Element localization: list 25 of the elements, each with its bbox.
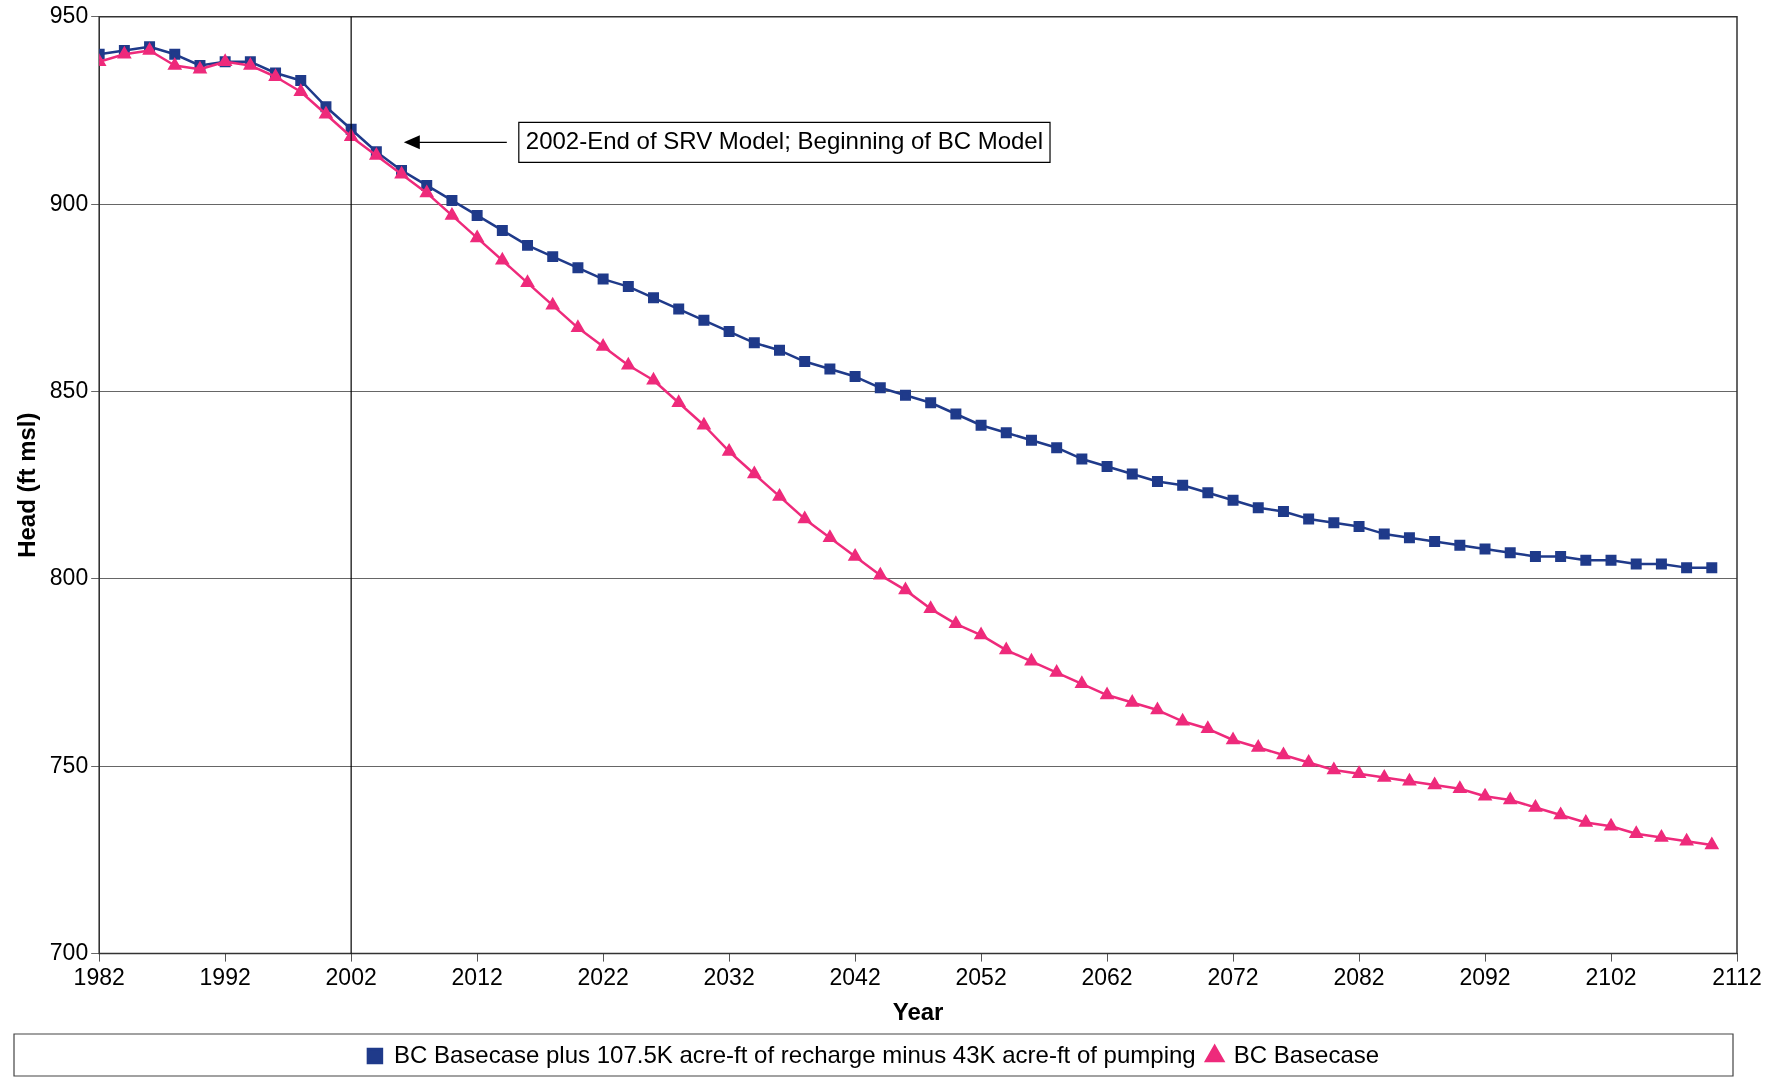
x-tick-label: 2062 [1081, 963, 1133, 990]
x-tick-label: 2092 [1459, 963, 1511, 990]
x-tick-label: 2052 [955, 963, 1007, 990]
x-tick-label: 2012 [451, 963, 503, 990]
x-tick-label: 2112 [1712, 963, 1762, 990]
y-tick-label: 900 [49, 189, 89, 216]
y-tick-label: 850 [49, 376, 89, 403]
y-tick-label: 800 [49, 564, 89, 591]
y-tick-label: 700 [49, 938, 89, 965]
x-tick-label: 2072 [1207, 963, 1259, 990]
legend-label: BC Basecase plus 107.5K acre-ft of recharge minus 43K acre-ft of pumping [393, 1040, 1196, 1068]
x-tick-label: 2002 [325, 963, 377, 990]
legend-label: BC Basecase [1233, 1040, 1380, 1068]
x-tick-label: 2042 [829, 963, 881, 990]
x-tick-label: 2022 [577, 963, 629, 990]
x-tick-label: 2032 [703, 963, 755, 990]
x-tick-label: 2102 [1585, 963, 1637, 990]
y-tick-label: 750 [49, 751, 89, 778]
x-axis-title: Year [892, 998, 944, 1026]
y-axis-title: Head (ft msl) [13, 412, 41, 558]
x-tick-label: 1992 [199, 963, 251, 990]
x-tick-label: 1982 [73, 963, 125, 990]
y-tick-label: 950 [49, 2, 89, 29]
x-tick-label: 2082 [1333, 963, 1385, 990]
annotation: 2002-End of SRV Model; Beginning of BC Model [525, 126, 1044, 154]
